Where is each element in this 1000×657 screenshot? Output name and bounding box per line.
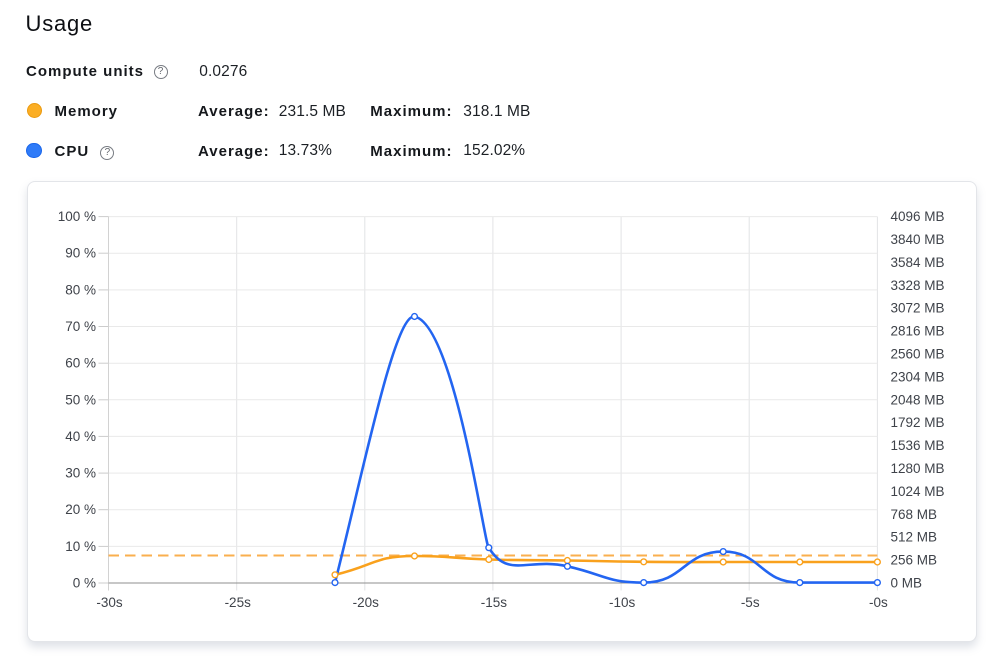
svg-text:3072 MB: 3072 MB (891, 301, 945, 316)
svg-text:10 %: 10 % (65, 539, 96, 554)
svg-text:90 %: 90 % (65, 246, 96, 261)
svg-text:50 %: 50 % (65, 392, 96, 407)
svg-text:3328 MB: 3328 MB (891, 278, 945, 293)
svg-text:40 %: 40 % (65, 429, 96, 444)
svg-text:-30s: -30s (96, 595, 123, 610)
svg-text:2304 MB: 2304 MB (891, 369, 945, 384)
svg-text:30 %: 30 % (65, 466, 96, 481)
svg-text:1536 MB: 1536 MB (891, 438, 945, 453)
svg-text:20 %: 20 % (65, 502, 96, 517)
svg-text:0 MB: 0 MB (891, 576, 923, 591)
svg-text:4096 MB: 4096 MB (891, 209, 945, 224)
svg-text:-0s: -0s (869, 595, 888, 610)
svg-text:-15s: -15s (481, 595, 508, 610)
svg-text:3840 MB: 3840 MB (891, 232, 945, 247)
svg-text:1280 MB: 1280 MB (891, 461, 945, 476)
svg-text:2048 MB: 2048 MB (891, 392, 945, 407)
svg-text:512 MB: 512 MB (891, 530, 938, 545)
svg-text:1792 MB: 1792 MB (891, 415, 945, 430)
svg-text:80 %: 80 % (65, 282, 96, 297)
svg-text:-20s: -20s (353, 595, 380, 610)
svg-text:-10s: -10s (609, 595, 636, 610)
svg-text:2816 MB: 2816 MB (891, 324, 945, 339)
svg-text:2560 MB: 2560 MB (891, 347, 945, 362)
svg-text:1024 MB: 1024 MB (891, 484, 945, 499)
svg-text:100 %: 100 % (58, 209, 96, 224)
svg-text:0 %: 0 % (73, 576, 96, 591)
svg-text:70 %: 70 % (65, 319, 96, 334)
svg-text:3584 MB: 3584 MB (891, 255, 945, 270)
svg-text:256 MB: 256 MB (891, 553, 938, 568)
svg-text:-25s: -25s (225, 595, 252, 610)
svg-text:60 %: 60 % (65, 356, 96, 371)
svg-text:-5s: -5s (741, 595, 760, 610)
svg-text:768 MB: 768 MB (891, 507, 938, 522)
